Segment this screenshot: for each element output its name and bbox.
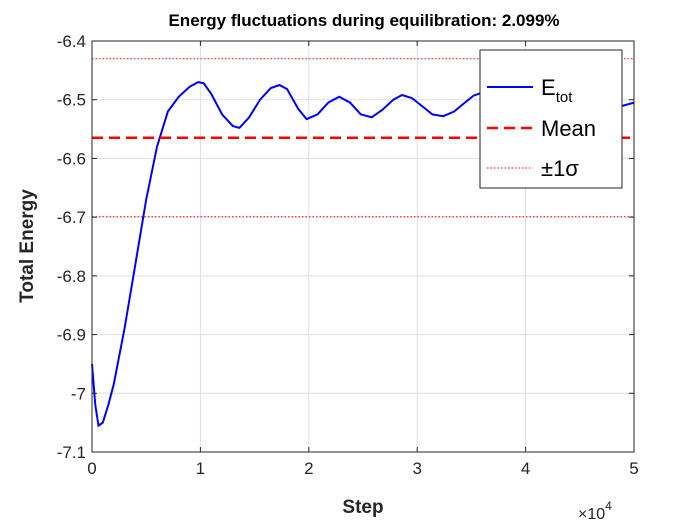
x-axis-label: Step bbox=[342, 497, 383, 518]
y-tick-label: -6.6 bbox=[57, 149, 86, 168]
y-tick-label: -7.1 bbox=[57, 443, 86, 462]
axes-frame bbox=[91, 40, 635, 453]
y-tick-label: -6.5 bbox=[57, 91, 86, 110]
legend-entry-label: Mean bbox=[541, 116, 596, 141]
x-tick-label: 2 bbox=[304, 459, 313, 478]
y-tick-label: -6.4 bbox=[57, 32, 86, 51]
legend-entry-label: Etot bbox=[541, 75, 573, 106]
legend-box bbox=[479, 49, 623, 189]
x-exponent-power: 4 bbox=[605, 499, 612, 513]
x-tick-label: 1 bbox=[196, 459, 205, 478]
legend-entry-label: ±1σ bbox=[541, 156, 579, 181]
x-tick-label: 0 bbox=[87, 459, 96, 478]
x-tick-label: 4 bbox=[521, 459, 530, 478]
y-tick-label: -6.7 bbox=[57, 208, 86, 227]
x-tick-label: 5 bbox=[629, 459, 638, 478]
chart-title: Energy fluctuations during equilibration… bbox=[168, 11, 559, 30]
svg-text:×104: ×104 bbox=[578, 499, 612, 523]
y-axis-label: Total Energy bbox=[17, 189, 38, 303]
y-tick-label: -6.8 bbox=[57, 267, 86, 286]
x-exponent-base: ×10 bbox=[578, 506, 605, 523]
y-tick-label: -7 bbox=[71, 384, 86, 403]
y-tick-label: -6.9 bbox=[57, 326, 86, 345]
axes-box bbox=[91, 40, 635, 453]
x-exponent-label: ×104 bbox=[578, 499, 612, 523]
tick-labels: 0 1 2 3 4 5 -7.1 -7 -6.9 -6.8 -6.7 -6.6 -6.5 -6.4 bbox=[57, 32, 639, 478]
x-tick-label: 3 bbox=[412, 459, 421, 478]
legend: Etot Mean ±1σ bbox=[479, 49, 623, 189]
